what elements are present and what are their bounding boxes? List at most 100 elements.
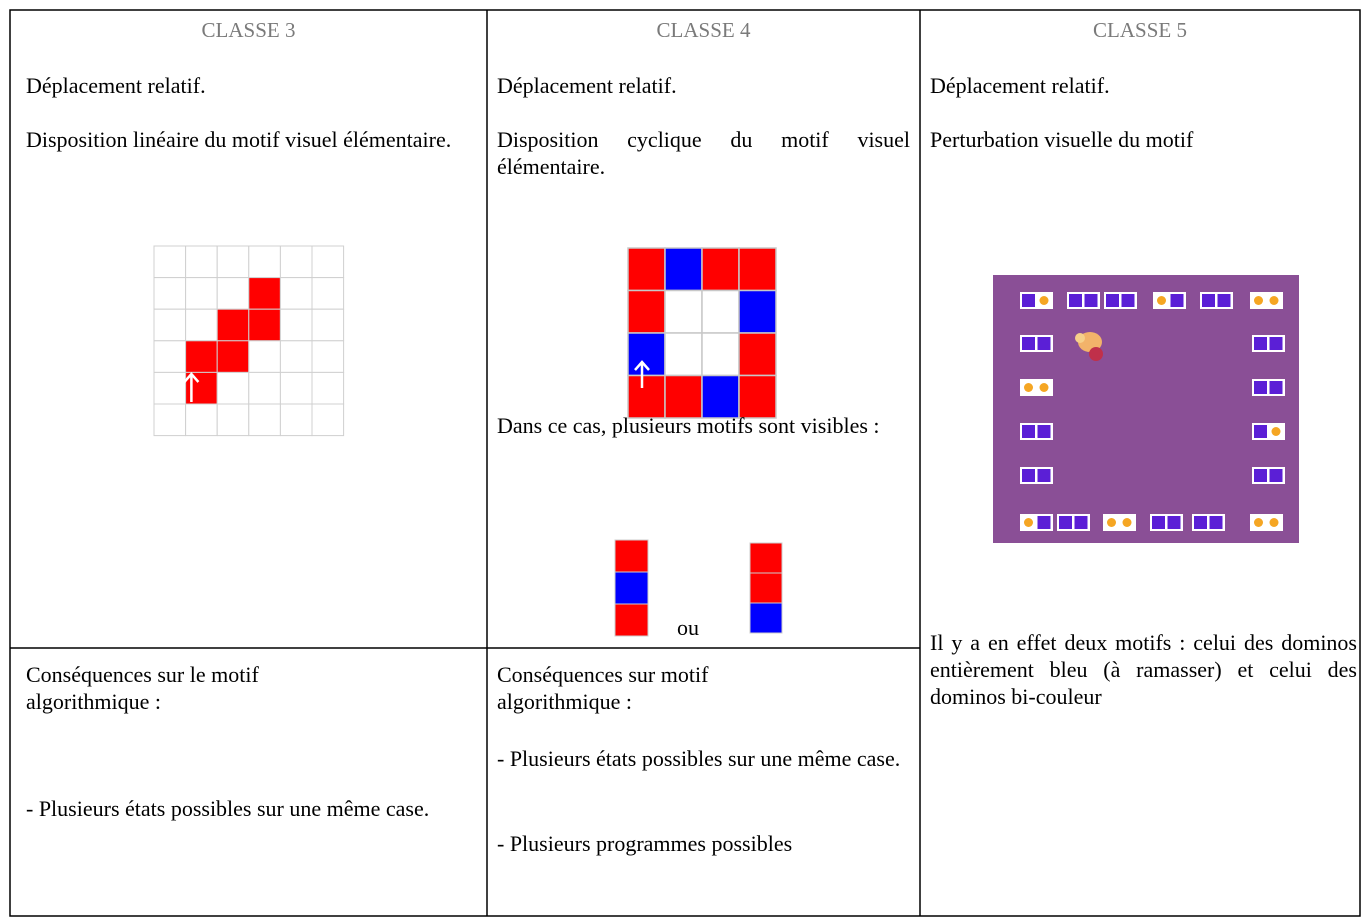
domino-half (1209, 516, 1223, 529)
header: CLASSE 4 (656, 18, 751, 42)
grid-cell (279, 340, 313, 373)
grid-cell (627, 332, 666, 377)
cell-text: Dans ce cas, plusieurs motifs sont visib… (497, 413, 880, 438)
arrow (183, 372, 200, 402)
cyclic-grid (627, 247, 777, 419)
domino-half (1269, 296, 1279, 305)
domino-half (1121, 294, 1135, 307)
domino-half (1269, 518, 1279, 527)
domino-half (1254, 337, 1267, 350)
domino-half (1039, 296, 1049, 305)
grid-cell (738, 247, 777, 292)
grid-cell (185, 245, 218, 279)
header: CLASSE 3 (201, 18, 296, 42)
grid-cell (216, 245, 250, 279)
grid-cell (216, 371, 250, 405)
table-borders (9, 9, 1361, 917)
cell-text: Disposition linéaire du motif visuel élé… (26, 127, 452, 152)
grid-cell (248, 277, 281, 310)
grid-cell (738, 289, 777, 334)
cell-text: ou (677, 615, 699, 640)
domino-half (1217, 294, 1231, 307)
grid-cell (279, 277, 313, 310)
domino-half (1037, 425, 1051, 438)
domino-half (1069, 294, 1082, 307)
header: CLASSE 5 (1093, 18, 1187, 42)
domino-half (1059, 516, 1072, 529)
grid-cell (311, 403, 345, 437)
cell-text: - Plusieurs états possibles sur une même… (26, 796, 430, 821)
domino-half (1022, 294, 1035, 307)
cell-text: - Plusieurs programmes possibles (497, 831, 793, 856)
cell-text: Déplacement relatif. (26, 73, 206, 98)
domino-half (1084, 294, 1098, 307)
grid-cell (279, 371, 313, 405)
grid-cell (279, 403, 313, 437)
grid-cell (311, 245, 345, 279)
grid-cell (185, 340, 218, 373)
grid-cell (701, 289, 740, 334)
domino-half (1037, 469, 1051, 482)
grid-cell (738, 332, 777, 377)
domino-half (1269, 469, 1283, 482)
cell-text: Disposition cyclique du motif visuel élé… (497, 127, 910, 179)
grid-cell (701, 374, 740, 419)
grid-cell (216, 277, 250, 310)
grid-cell (153, 277, 187, 310)
domino-half (1157, 296, 1166, 305)
cell-text: - Plusieurs états possibles sur une même… (497, 746, 901, 771)
arrow (634, 360, 650, 388)
game-screenshot (993, 275, 1299, 543)
domino-half (1269, 337, 1283, 350)
domino-half (1106, 294, 1119, 307)
grid-cell (153, 308, 187, 342)
domino-half (1039, 383, 1049, 392)
grid-cell (185, 308, 218, 342)
grid-cell (248, 245, 281, 279)
grid-cell (664, 332, 703, 377)
domino-half (1107, 518, 1116, 527)
domino-half (1254, 518, 1263, 527)
grid-cell (216, 340, 250, 373)
cell-text: Il y a en effet deux motifs : celui des … (930, 630, 1357, 709)
domino-half (1170, 294, 1184, 307)
cell-text: Conséquences sur le motif algorithmique … (26, 662, 259, 714)
grid-cell (627, 289, 666, 334)
grid-cell (153, 245, 187, 279)
domino-half (1152, 516, 1165, 529)
cell-text: Perturbation visuelle du motif (930, 127, 1194, 152)
grid-cell (311, 340, 345, 373)
grid-cell (153, 403, 187, 437)
domino-half (1022, 425, 1035, 438)
grid-cell (153, 371, 187, 405)
grid-cell (664, 289, 703, 334)
domino-half (1254, 296, 1263, 305)
domino-half (1202, 294, 1215, 307)
linear-grid (153, 245, 345, 437)
domino-half (1269, 381, 1283, 394)
domino-half (1122, 518, 1132, 527)
motif-stacks (614, 539, 783, 637)
domino-half (1022, 337, 1035, 350)
domino-half (1022, 469, 1035, 482)
domino-half (1024, 518, 1033, 527)
domino-half (1194, 516, 1207, 529)
cell-text: Déplacement relatif. (930, 73, 1110, 98)
domino-half (1254, 469, 1267, 482)
grid-cell (311, 371, 345, 405)
domino-half (1254, 381, 1267, 394)
grid-cell (701, 332, 740, 377)
grid-cell (216, 308, 250, 342)
grid-cell (248, 308, 281, 342)
domino-half (1271, 427, 1281, 436)
grid-cell (248, 371, 281, 405)
grid-cell (185, 403, 218, 437)
grid-cell (311, 308, 345, 342)
grid-cell (153, 340, 187, 373)
grid-cell (627, 247, 666, 292)
grid-cell (279, 308, 313, 342)
cell-text: Conséquences sur motif algorithmique : (497, 662, 709, 714)
grid-cell (216, 403, 250, 437)
